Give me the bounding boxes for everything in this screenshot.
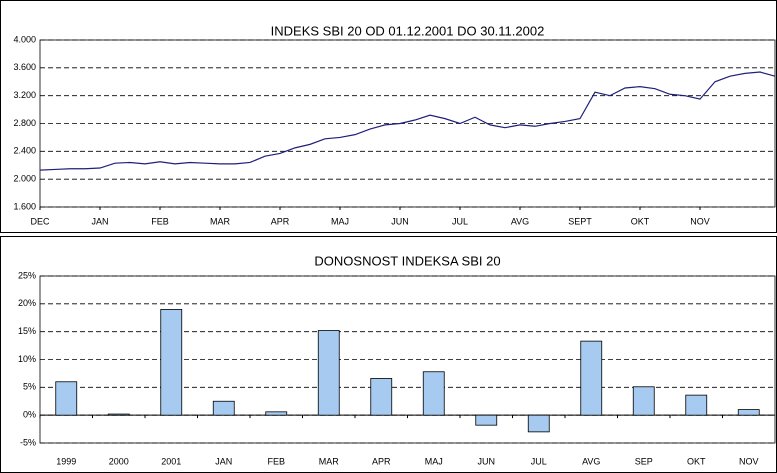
chart-title: INDEKS SBI 20 OD 01.12.2001 DO 30.11.200… — [271, 23, 545, 38]
x-tick-label: JUL — [452, 216, 468, 226]
bar — [527, 414, 550, 433]
y-tick-label: 3.200 — [13, 90, 36, 100]
x-tick-label: JUL — [531, 456, 547, 466]
bar — [55, 381, 78, 416]
y-tick-label: 2.000 — [13, 174, 36, 184]
bar — [737, 409, 760, 416]
x-tick-label: FEB — [151, 216, 169, 226]
x-tick-label: JUN — [478, 456, 496, 466]
x-tick-label: JAN — [91, 216, 108, 226]
x-tick-label: NOV — [739, 456, 759, 466]
x-tick-label: SEPT — [568, 216, 592, 226]
y-tick-label: -5% — [20, 437, 36, 447]
bar — [370, 378, 393, 416]
x-tick-label: MAR — [319, 456, 340, 466]
x-tick-label: OKT — [631, 216, 650, 226]
x-tick-label: JUN — [391, 216, 409, 226]
x-tick-label: NOV — [690, 216, 710, 226]
bar — [422, 371, 445, 416]
x-tick-label: FEB — [267, 456, 285, 466]
plot-area — [39, 39, 776, 208]
y-tick-label: 2.800 — [13, 118, 36, 128]
bar — [212, 400, 235, 416]
bar — [160, 308, 183, 416]
y-tick-label: 20% — [18, 298, 36, 308]
y-tick-label: 25% — [18, 270, 36, 280]
y-tick-label: 15% — [18, 326, 36, 336]
y-tick-label: 5% — [23, 382, 36, 392]
x-tick-label: MAJ — [331, 216, 349, 226]
chart-frame — [0, 236, 777, 473]
y-tick-label: 3.600 — [13, 62, 36, 72]
line — [39, 71, 776, 171]
x-tick-label: DEC — [30, 216, 50, 226]
y-tick-label: 2.400 — [13, 146, 36, 156]
y-tick-label: 4.000 — [13, 34, 36, 44]
x-tick-label: APR — [372, 456, 391, 466]
y-tick-label: 0% — [23, 410, 36, 420]
y-tick-label: 1.600 — [13, 201, 36, 211]
x-tick-label: 2000 — [109, 456, 129, 466]
bar — [632, 386, 655, 416]
x-tick-label: AVG — [582, 456, 600, 466]
bar — [107, 413, 130, 416]
x-tick-label: OKT — [687, 456, 706, 466]
y-tick-label: 10% — [18, 354, 36, 364]
chart-title: DONOSNOST INDEKSA SBI 20 — [314, 253, 500, 268]
bar — [685, 394, 708, 416]
x-tick-label: APR — [271, 216, 290, 226]
plot-area — [39, 275, 776, 444]
x-tick-label: MAJ — [425, 456, 443, 466]
bar — [265, 411, 288, 416]
x-tick-label: MAR — [210, 216, 231, 226]
bar — [317, 330, 340, 416]
x-tick-label: 1999 — [56, 456, 76, 466]
bar — [580, 340, 603, 416]
x-tick-label: JAN — [215, 456, 232, 466]
x-tick-label: SEP — [635, 456, 653, 466]
bar — [475, 414, 498, 426]
x-tick-label: AVG — [511, 216, 529, 226]
x-tick-label: 2001 — [161, 456, 181, 466]
